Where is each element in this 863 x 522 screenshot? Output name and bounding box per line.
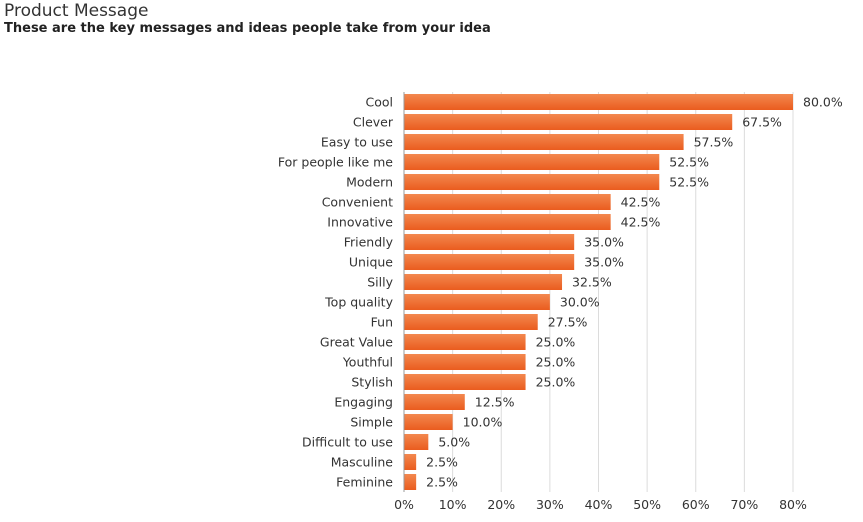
category-label: Top quality bbox=[324, 295, 393, 310]
value-label: 35.0% bbox=[584, 255, 624, 270]
grid-lines bbox=[403, 92, 794, 492]
value-label: 30.0% bbox=[560, 295, 600, 310]
category-label: Difficult to use bbox=[302, 435, 393, 450]
x-axis: 0% 10% 20% 30% 40% 50% 60% 70% 80% bbox=[394, 497, 807, 512]
category-label: For people like me bbox=[278, 155, 393, 170]
category-label: Great Value bbox=[320, 335, 393, 350]
bar bbox=[404, 254, 575, 270]
x-tick-label: 70% bbox=[730, 497, 758, 512]
bar bbox=[404, 374, 526, 390]
value-label: 52.5% bbox=[669, 155, 709, 170]
value-label: 2.5% bbox=[426, 475, 458, 490]
bar bbox=[404, 274, 563, 290]
bars bbox=[404, 94, 793, 490]
value-label: 32.5% bbox=[572, 275, 612, 290]
category-label: Feminine bbox=[336, 475, 393, 490]
bar bbox=[404, 394, 465, 410]
value-label: 67.5% bbox=[742, 115, 782, 130]
value-label: 42.5% bbox=[621, 195, 661, 210]
bar bbox=[404, 194, 611, 210]
x-tick-label: 10% bbox=[439, 497, 467, 512]
value-label: 10.0% bbox=[463, 415, 503, 430]
bar bbox=[404, 214, 611, 230]
category-label: Convenient bbox=[322, 195, 393, 210]
value-label: 57.5% bbox=[694, 135, 734, 150]
value-label: 80.0% bbox=[803, 95, 843, 110]
bar bbox=[404, 334, 526, 350]
chart-subtitle: These are the key messages and ideas peo… bbox=[4, 21, 491, 36]
category-label: Cool bbox=[366, 95, 394, 110]
bar bbox=[404, 454, 417, 470]
value-label: 25.0% bbox=[536, 335, 576, 350]
category-label: Youthful bbox=[342, 355, 393, 370]
category-label: Modern bbox=[346, 175, 393, 190]
x-tick-label: 0% bbox=[394, 497, 414, 512]
labels: Cool 80.0% Clever 67.5% Easy to use 57.5% For … bbox=[278, 95, 843, 490]
x-tick-label: 30% bbox=[536, 497, 564, 512]
bar bbox=[404, 474, 417, 490]
category-label: Stylish bbox=[351, 375, 393, 390]
value-label: 27.5% bbox=[548, 315, 588, 330]
value-label: 2.5% bbox=[426, 455, 458, 470]
value-label: 25.0% bbox=[536, 375, 576, 390]
value-label: 52.5% bbox=[669, 175, 709, 190]
bar bbox=[404, 154, 660, 170]
value-label: 5.0% bbox=[438, 435, 470, 450]
category-label: Engaging bbox=[334, 395, 393, 410]
bar bbox=[404, 134, 684, 150]
x-tick-label: 20% bbox=[487, 497, 515, 512]
value-label: 25.0% bbox=[536, 355, 576, 370]
bar bbox=[404, 174, 660, 190]
bar bbox=[404, 434, 429, 450]
x-tick-label: 50% bbox=[633, 497, 661, 512]
category-label: Unique bbox=[349, 255, 393, 270]
category-label: Clever bbox=[353, 115, 394, 130]
value-label: 12.5% bbox=[475, 395, 515, 410]
value-label: 42.5% bbox=[621, 215, 661, 230]
category-label: Simple bbox=[350, 415, 393, 430]
bar bbox=[404, 234, 575, 250]
category-label: Easy to use bbox=[321, 135, 393, 150]
bar bbox=[404, 314, 538, 330]
category-label: Silly bbox=[367, 275, 393, 290]
chart-title: Product Message bbox=[4, 1, 149, 21]
bar bbox=[404, 354, 526, 370]
category-label: Friendly bbox=[344, 235, 394, 250]
category-label: Masculine bbox=[331, 455, 394, 470]
value-label: 35.0% bbox=[584, 235, 624, 250]
x-tick-label: 40% bbox=[585, 497, 613, 512]
x-tick-label: 60% bbox=[682, 497, 710, 512]
bar bbox=[404, 94, 793, 110]
x-tick-label: 80% bbox=[779, 497, 807, 512]
category-label: Innovative bbox=[327, 215, 393, 230]
bar bbox=[404, 114, 733, 130]
bar bbox=[404, 414, 453, 430]
bar bbox=[404, 294, 550, 310]
category-label: Fun bbox=[371, 315, 393, 330]
